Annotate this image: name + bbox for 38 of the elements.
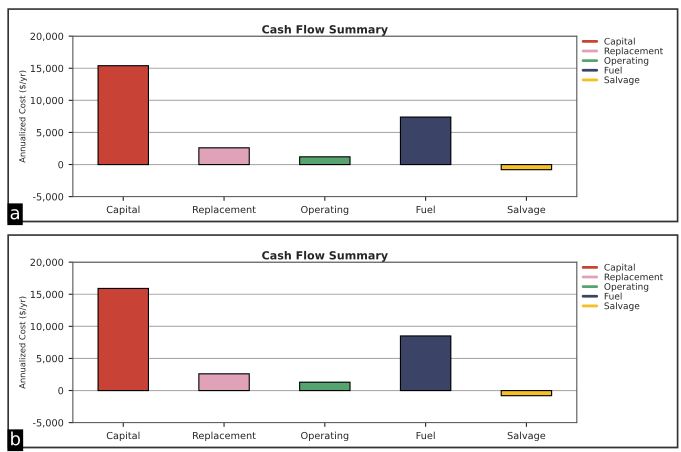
- y-tick-label: 10,000: [30, 96, 64, 106]
- y-tick-label: 15,000: [30, 64, 64, 74]
- y-tick-label: -5,000: [32, 193, 64, 202]
- y-tick-label: 0: [58, 161, 64, 168]
- legend-label: Operating: [604, 56, 648, 66]
- legend-label: Operating: [604, 282, 648, 292]
- y-tick-label: 5,000: [36, 128, 64, 138]
- text: a: [10, 209, 19, 220]
- y-tick-label: 20,000: [30, 32, 64, 41]
- x-tick-label: Operating: [301, 432, 348, 442]
- text: b: [11, 432, 20, 446]
- chart-title: Cash Flow Summary: [262, 250, 388, 262]
- x-tick-label: Replacement: [193, 206, 256, 216]
- y-tick-label: -5,000: [32, 419, 64, 428]
- y-axis-title: Annualized Cost ($/yr): [18, 296, 28, 389]
- y-tick-label: 10,000: [30, 322, 64, 332]
- legend-label: Replacement: [604, 273, 663, 282]
- x-tick-label: Fuel: [416, 206, 435, 214]
- legend-label: Fuel: [604, 66, 622, 74]
- x-tick-label: Replacement: [193, 432, 256, 442]
- y-axis-title: Annualized Cost ($/yr): [18, 70, 28, 163]
- legend-label: Capital: [604, 264, 635, 272]
- legend-label: Capital: [604, 38, 635, 46]
- legend-label: Salvage: [604, 76, 640, 85]
- legend-label: Replacement: [604, 47, 663, 56]
- y-tick-label: 0: [58, 387, 64, 394]
- x-tick-label: Operating: [301, 206, 348, 216]
- x-tick-label: Salvage: [508, 206, 546, 216]
- legend-label: Salvage: [604, 302, 640, 311]
- y-tick-label: 20,000: [30, 258, 64, 267]
- x-tick-label: Capital: [106, 432, 140, 442]
- x-tick-label: Fuel: [416, 432, 435, 440]
- y-tick-label: 5,000: [36, 354, 64, 364]
- chart-title: Cash Flow Summary: [262, 24, 388, 36]
- legend-label: Fuel: [604, 292, 622, 300]
- x-tick-label: Salvage: [508, 432, 546, 442]
- y-tick-label: 15,000: [30, 290, 64, 300]
- x-tick-label: Capital: [106, 206, 140, 216]
